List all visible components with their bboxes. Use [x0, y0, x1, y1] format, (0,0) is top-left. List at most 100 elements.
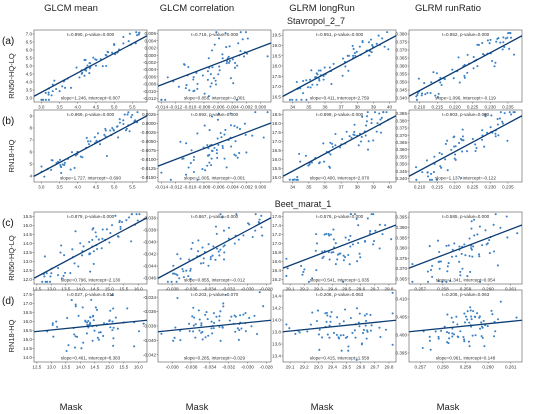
- data-point: [342, 280, 345, 283]
- data-point: [499, 226, 502, 229]
- data-point: [41, 280, 44, 283]
- section-titles: Stavropol_2_7 Beet_marat_1: [275, 16, 345, 209]
- y-tick-label: -0.036: [143, 309, 156, 314]
- data-point: [242, 313, 245, 316]
- data-point: [45, 272, 48, 275]
- data-point: [176, 297, 179, 300]
- data-point: [342, 259, 345, 262]
- y-tick-label: 0.0025: [142, 112, 156, 117]
- data-point: [459, 137, 462, 141]
- data-point: [476, 312, 479, 315]
- data-point: [94, 64, 98, 67]
- data-point: [391, 291, 394, 294]
- data-point: [233, 242, 236, 245]
- data-point: [472, 310, 475, 313]
- data-point: [477, 43, 480, 47]
- data-point: [353, 123, 356, 126]
- data-point: [189, 269, 192, 272]
- data-point: [219, 213, 222, 216]
- y-tick-label: 0.375: [396, 40, 408, 45]
- data-point: [489, 38, 492, 41]
- x-tick-label: 35: [306, 185, 312, 190]
- data-point: [466, 310, 469, 313]
- row-labels: (a) RN50-HQ-LQ (b) RN18-HQ (c) RN50-HQ-LQ (d) R…: [2, 36, 16, 352]
- data-point: [424, 93, 427, 96]
- data-point: [476, 233, 479, 236]
- y-tick-label: 0.000: [145, 53, 157, 58]
- data-point: [50, 272, 53, 275]
- data-point: [213, 321, 216, 325]
- data-point: [75, 66, 78, 69]
- data-point: [192, 155, 196, 158]
- y-tick-label: 0.400: [396, 333, 408, 338]
- data-point: [472, 245, 475, 248]
- y-tick-label: 0.0000: [142, 121, 156, 126]
- scatter-panel: 29.1 29.2 29.3 29.4 29.5 29.6 29.7 29.8 13.4 13.6…: [272, 289, 397, 370]
- y-tick-label: 0.002: [145, 46, 157, 51]
- data-point: [458, 260, 461, 263]
- regression-annotation: slope=1.246, intercept=0.007: [61, 96, 121, 101]
- correlation-annotation: r=0.716, p-value=0.000: [191, 32, 239, 37]
- data-point: [428, 178, 432, 181]
- data-point: [219, 248, 222, 251]
- data-point: [114, 316, 117, 319]
- data-point: [192, 78, 195, 81]
- regression-annotation: slope=0.856, intercept=-0.001: [184, 96, 245, 101]
- y-tick-label: 16.0: [23, 319, 32, 324]
- data-point: [330, 142, 334, 145]
- x-tick-label: 0.257: [415, 365, 427, 370]
- column-title: GLRM runRatio: [415, 3, 481, 14]
- data-point: [411, 263, 414, 266]
- x-tick-label: 13.5: [61, 287, 70, 292]
- data-point: [414, 166, 418, 169]
- data-point: [185, 269, 188, 272]
- y-tick-label: 18.0: [272, 64, 281, 69]
- data-point: [463, 76, 466, 79]
- y-tick-label: 7.0: [26, 32, 33, 37]
- data-point: [512, 53, 516, 56]
- data-point: [187, 166, 190, 169]
- data-point: [47, 91, 50, 94]
- y-tick-label: 0.370: [396, 48, 408, 53]
- data-point: [114, 214, 117, 217]
- data-point: [92, 319, 95, 322]
- x-tick-label: 40: [387, 185, 393, 190]
- data-point: [378, 326, 381, 329]
- data-point: [194, 323, 197, 326]
- data-point: [244, 311, 247, 315]
- data-point: [318, 77, 321, 81]
- data-point: [491, 313, 494, 316]
- data-point: [235, 213, 238, 216]
- data-point: [478, 255, 481, 258]
- data-point: [340, 349, 343, 352]
- data-point: [503, 112, 506, 115]
- data-point: [300, 264, 303, 267]
- y-tick-label: -0.042: [143, 252, 156, 257]
- data-point: [116, 327, 119, 330]
- data-point: [64, 271, 67, 274]
- data-point: [253, 314, 256, 317]
- data-point: [136, 34, 139, 37]
- data-point: [47, 93, 50, 96]
- data-point: [105, 154, 108, 158]
- y-tick-label: 0.355: [396, 154, 408, 159]
- data-point: [43, 175, 46, 178]
- data-point: [136, 219, 139, 222]
- data-point: [217, 112, 220, 116]
- data-point: [201, 338, 204, 341]
- data-point: [192, 170, 195, 174]
- data-point: [214, 258, 217, 261]
- data-point: [111, 126, 114, 130]
- regression-line: [33, 319, 148, 333]
- data-point: [196, 82, 199, 85]
- data-point: [330, 82, 333, 86]
- data-point: [59, 163, 62, 167]
- data-point: [446, 265, 449, 268]
- data-point: [111, 329, 114, 332]
- data-point: [173, 336, 176, 339]
- data-point: [368, 232, 371, 235]
- data-point: [441, 280, 444, 283]
- data-point: [51, 90, 54, 93]
- x-tick-label: 0.220: [449, 185, 461, 190]
- data-point: [351, 243, 354, 246]
